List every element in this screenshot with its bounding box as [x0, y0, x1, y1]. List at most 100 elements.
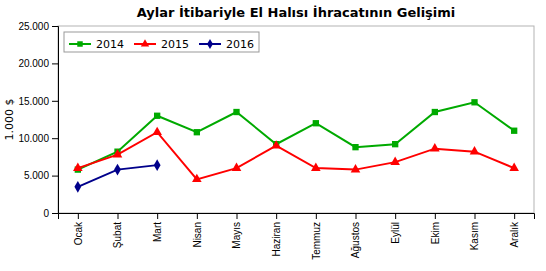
legend-marker [207, 39, 213, 49]
marker [74, 181, 81, 193]
marker [351, 164, 361, 172]
legend-label: 2014 [96, 38, 124, 51]
marker [390, 157, 400, 165]
tick-mark [78, 213, 79, 219]
y-axis-title: 1.000 $ [3, 99, 16, 141]
tick-label: Ocak [73, 221, 84, 245]
tick: 20.000 [18, 58, 58, 69]
tick-mark [157, 213, 158, 219]
tick-label: Şubat [112, 222, 123, 248]
tick: 10.000 [18, 133, 58, 144]
marker [152, 127, 162, 135]
tick-label: Kasım [469, 222, 480, 250]
tick: Ağustos [350, 213, 361, 258]
marker [392, 141, 398, 147]
tick-mark [395, 213, 396, 219]
tick-mark [52, 63, 58, 64]
title: Aylar İtibariyle El Halısı İhracatının G… [137, 5, 456, 20]
tick-label: 25.000 [18, 21, 49, 32]
marker [154, 113, 160, 119]
tick: 15.000 [18, 96, 58, 107]
tick-mark [435, 213, 436, 219]
tick-mark [52, 26, 58, 27]
tick-mark [237, 213, 238, 219]
marker [432, 109, 438, 115]
plot-frame [58, 26, 534, 213]
tick: Mart [152, 213, 163, 242]
tick: 0 [43, 208, 58, 219]
y-axis: 0 5.000 10.000 15.000 20.000 25.000 [18, 21, 58, 219]
legend-item: 2016 [199, 38, 254, 51]
tick: Nisan [192, 213, 203, 248]
tick-label: Haziran [271, 222, 282, 256]
marker [113, 149, 123, 157]
legend-box [64, 32, 259, 52]
tick-label: Mart [152, 222, 163, 242]
tick-mark [52, 176, 58, 177]
marker [313, 120, 319, 126]
tick-mark [514, 213, 515, 219]
tick: Kasım [469, 213, 480, 250]
tick-mark [475, 213, 476, 219]
tick-mark [197, 213, 198, 219]
chart: 0 5.000 10.000 15.000 20.000 25.000 Ocak Şubat M… [0, 0, 546, 271]
tick: Temmuz [311, 213, 322, 260]
marker [471, 99, 477, 105]
axis-line [59, 214, 535, 220]
marker [470, 146, 480, 154]
tick-label: 20.000 [18, 58, 49, 69]
tick-mark [52, 213, 58, 214]
marker [352, 144, 358, 150]
tick: 5.000 [24, 170, 58, 181]
series-line [78, 132, 514, 179]
marks [73, 99, 519, 193]
tick: Şubat [112, 213, 123, 248]
legend-item: 2015 [134, 38, 189, 51]
tick-mark [118, 213, 119, 219]
tick-label: Eylül [390, 222, 401, 244]
tick-label: Mayıs [231, 222, 242, 249]
x-axis: Ocak Şubat Mart Nisan Mayıs Haziran Temmuz Ağus… [59, 213, 535, 260]
tick: Aralık [509, 213, 520, 248]
tick: Ocak [73, 213, 84, 245]
marker [509, 163, 519, 171]
marker [232, 163, 242, 171]
tick-label: Ağustos [350, 222, 361, 258]
marker [114, 164, 121, 176]
tick: Eylül [390, 213, 401, 244]
legend-label: 2015 [161, 38, 189, 51]
marker [311, 163, 321, 171]
tick-mark [356, 213, 357, 219]
legend-marker [141, 39, 149, 46]
marker [73, 163, 83, 171]
tick: 25.000 [18, 21, 58, 32]
tick-mark [316, 213, 317, 219]
tick: Mayıs [231, 213, 242, 249]
tick-label: 10.000 [18, 133, 49, 144]
marker [154, 159, 161, 171]
marker [233, 109, 239, 115]
tick-label: Nisan [192, 222, 203, 248]
plot: 0 5.000 10.000 15.000 20.000 25.000 Ocak Şubat M… [18, 21, 534, 260]
tick-label: 0 [43, 208, 49, 219]
legend-item: 2014 [69, 38, 124, 51]
marker [430, 143, 440, 151]
tick-label: 15.000 [18, 96, 49, 107]
tick-label: Aralık [509, 221, 520, 248]
legend: 2014 2015 2016 [64, 32, 259, 52]
tick-mark [276, 213, 277, 219]
tick-label: 5.000 [24, 170, 49, 181]
tick: Ekim [430, 213, 441, 244]
tick-mark [52, 138, 58, 139]
legend-marker [77, 41, 82, 46]
tick: Haziran [271, 213, 282, 256]
tick-label: Ekim [430, 222, 441, 244]
marker [192, 174, 202, 182]
series-line [78, 102, 514, 169]
tick-mark [52, 101, 58, 102]
tick-label: Temmuz [311, 222, 322, 260]
marker [271, 140, 281, 148]
marker [194, 129, 200, 135]
legend-label: 2016 [226, 38, 254, 51]
marker [511, 128, 517, 134]
